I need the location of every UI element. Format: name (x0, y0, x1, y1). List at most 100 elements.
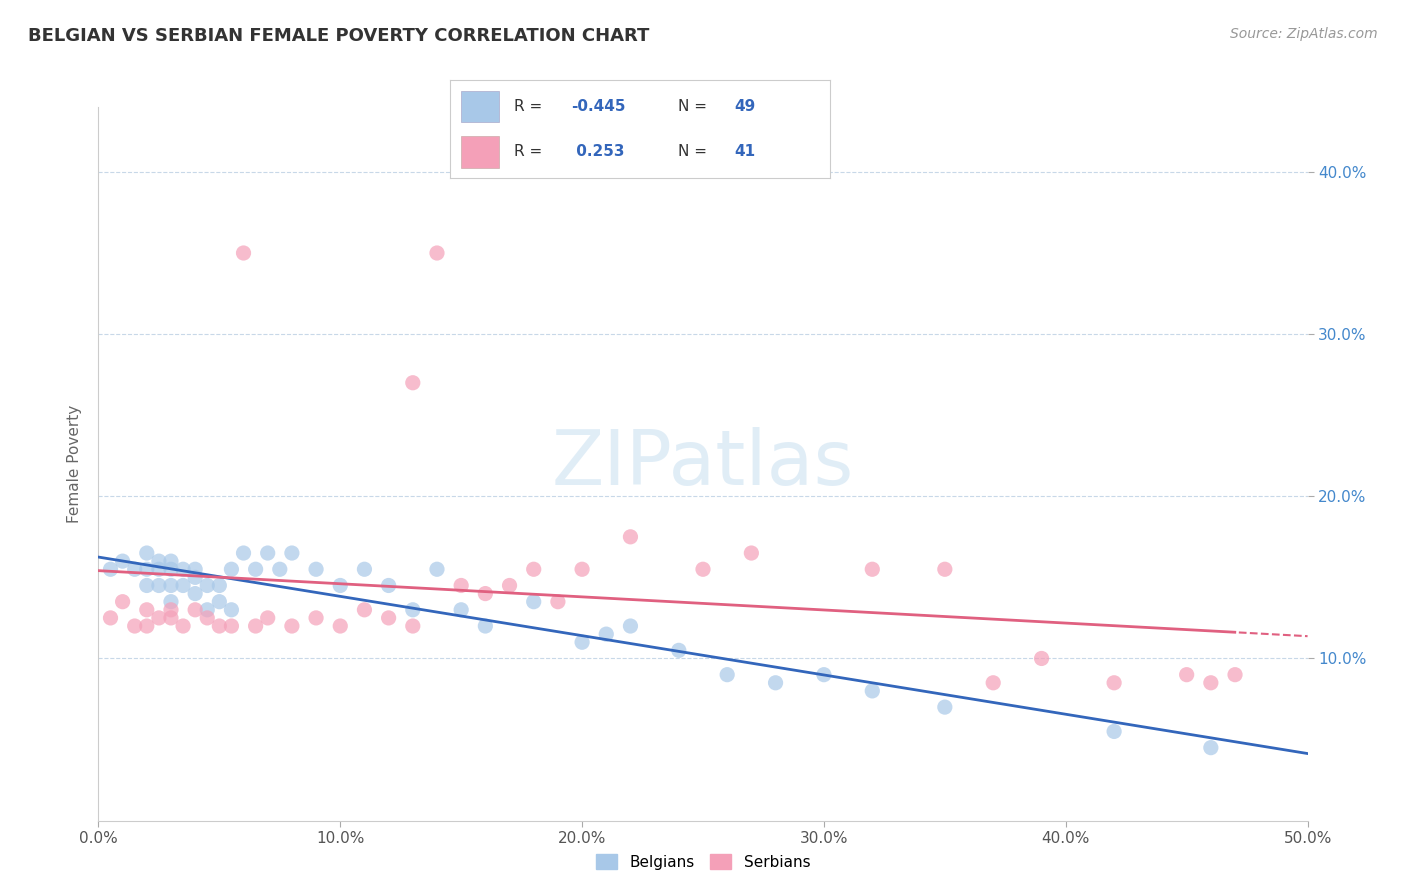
Text: N =: N = (678, 99, 707, 114)
Point (934, 562, 956, 576)
Point (305, 562, 328, 576)
Point (498, 578, 520, 592)
Point (668, 643, 690, 657)
Point (135, 546, 157, 560)
Point (523, 595, 546, 609)
Point (100, 562, 122, 576)
Point (402, 376, 425, 390)
Point (269, 562, 291, 576)
Point (256, 546, 278, 560)
Point (571, 635, 593, 649)
Point (208, 595, 231, 609)
Text: R =: R = (515, 145, 543, 160)
Point (716, 667, 738, 681)
Point (195, 603, 218, 617)
Point (208, 619, 231, 633)
Legend: Belgians, Serbians: Belgians, Serbians (588, 846, 818, 877)
Point (172, 578, 194, 592)
Text: 49: 49 (734, 99, 756, 114)
Point (221, 619, 243, 633)
Point (160, 611, 183, 625)
Point (1199, 675, 1222, 690)
Point (619, 530, 641, 544)
Point (148, 578, 170, 592)
Point (402, 619, 425, 633)
Point (692, 562, 714, 576)
Text: ZIPatlas: ZIPatlas (551, 427, 855, 500)
Point (450, 578, 472, 592)
Point (160, 578, 183, 592)
Point (208, 578, 231, 592)
Point (135, 619, 157, 633)
Point (860, 684, 883, 698)
Point (111, 595, 134, 609)
Text: R =: R = (515, 99, 543, 114)
Point (474, 619, 496, 633)
Point (148, 611, 170, 625)
Text: 0.253: 0.253 (571, 145, 624, 160)
Point (111, 554, 134, 568)
Point (740, 546, 762, 560)
Point (571, 562, 593, 576)
Point (221, 562, 243, 576)
Point (221, 603, 243, 617)
Point (124, 619, 146, 633)
Point (377, 611, 399, 625)
Point (981, 675, 1004, 690)
Point (450, 603, 472, 617)
Point (160, 595, 183, 609)
Point (305, 611, 328, 625)
Point (426, 246, 449, 260)
Point (523, 562, 546, 576)
Point (148, 562, 170, 576)
FancyBboxPatch shape (461, 91, 499, 122)
Point (474, 586, 496, 600)
Point (547, 595, 569, 609)
Point (184, 562, 207, 576)
Point (1199, 740, 1222, 755)
Point (1175, 667, 1198, 681)
Point (135, 562, 157, 576)
Point (619, 619, 641, 633)
Point (1102, 675, 1125, 690)
Point (245, 562, 267, 576)
Point (148, 554, 170, 568)
Point (160, 562, 183, 576)
Point (184, 586, 207, 600)
Y-axis label: Female Poverty: Female Poverty (67, 405, 83, 523)
Point (934, 700, 956, 714)
Point (124, 562, 146, 576)
Point (281, 619, 304, 633)
Point (329, 619, 352, 633)
Point (245, 619, 267, 633)
Point (329, 578, 352, 592)
Text: N =: N = (678, 145, 707, 160)
Point (232, 546, 254, 560)
Point (232, 246, 254, 260)
Point (135, 603, 157, 617)
Point (353, 562, 375, 576)
Text: BELGIAN VS SERBIAN FEMALE POVERTY CORRELATION CHART: BELGIAN VS SERBIAN FEMALE POVERTY CORREL… (28, 27, 650, 45)
Point (402, 603, 425, 617)
FancyBboxPatch shape (461, 136, 499, 168)
Point (195, 611, 218, 625)
Point (195, 578, 218, 592)
Point (765, 675, 787, 690)
Point (426, 562, 449, 576)
Point (595, 627, 617, 641)
Text: -0.445: -0.445 (571, 99, 626, 114)
Point (172, 619, 194, 633)
Point (1031, 651, 1053, 665)
Point (353, 603, 375, 617)
Point (160, 554, 183, 568)
Point (281, 546, 304, 560)
Point (377, 578, 399, 592)
Text: Source: ZipAtlas.com: Source: ZipAtlas.com (1230, 27, 1378, 41)
Point (184, 570, 207, 584)
Point (172, 562, 194, 576)
Point (256, 611, 278, 625)
Point (1102, 724, 1125, 739)
Point (860, 562, 883, 576)
Point (100, 611, 122, 625)
Text: 41: 41 (734, 145, 756, 160)
